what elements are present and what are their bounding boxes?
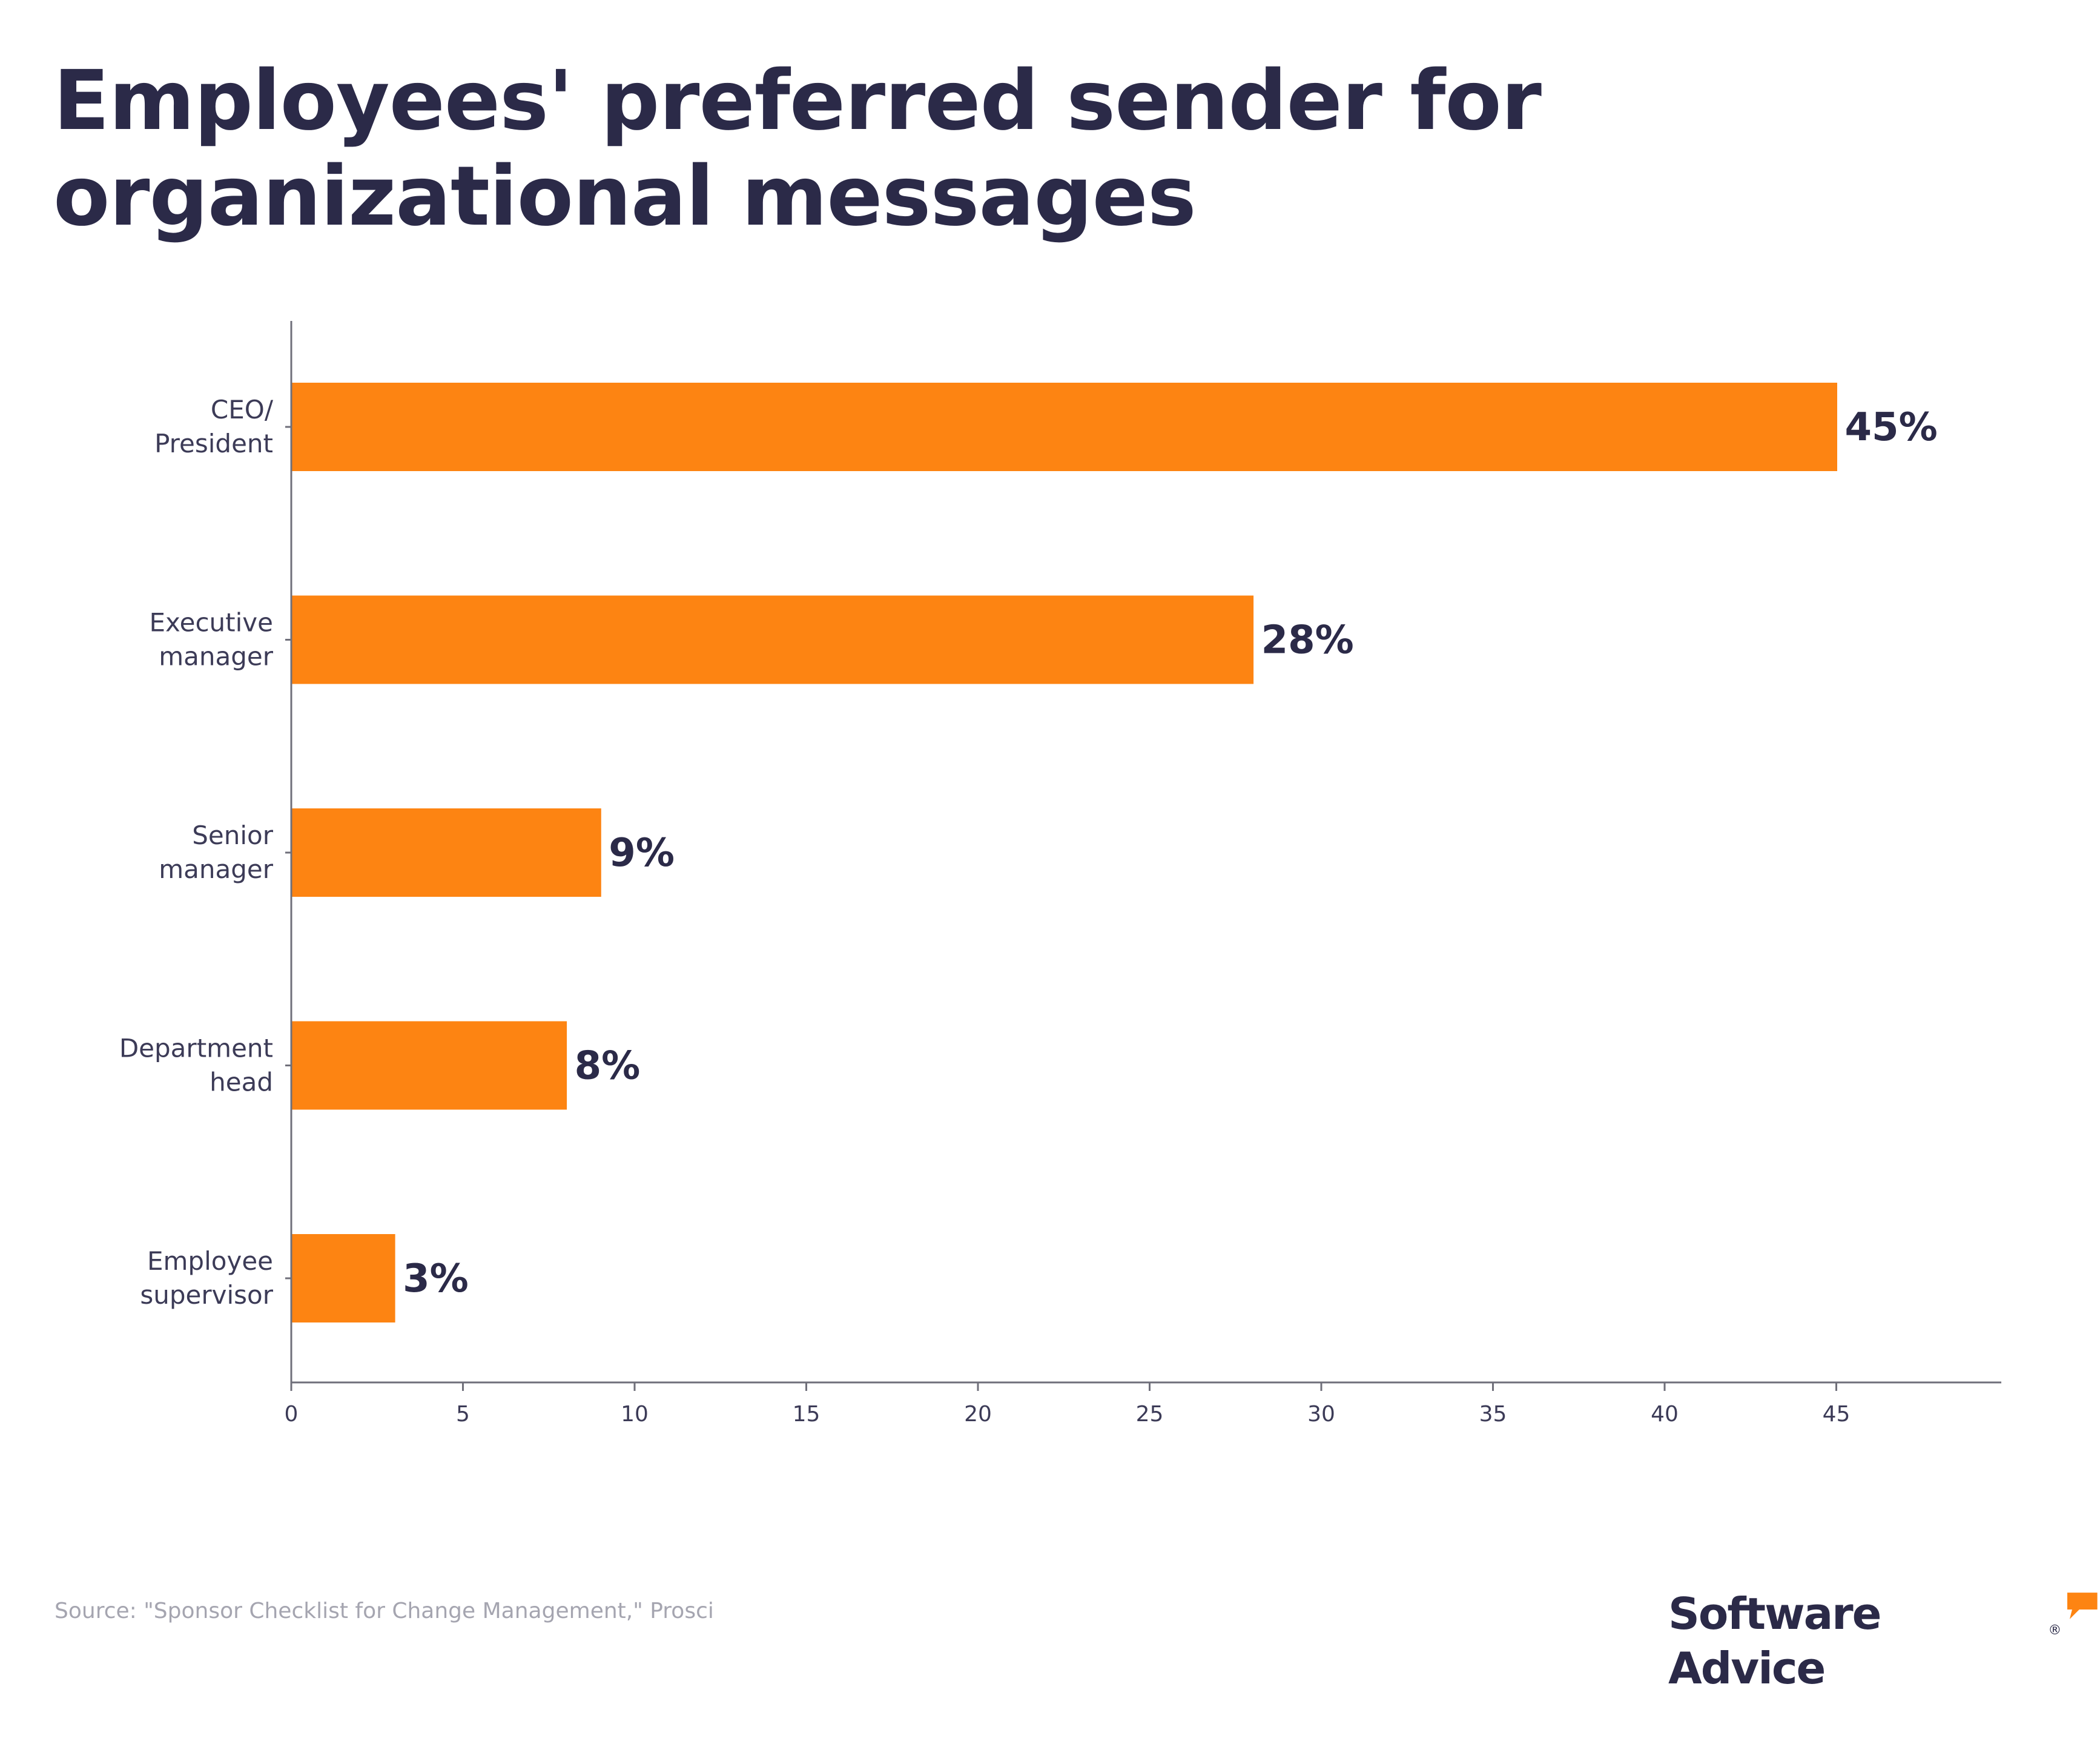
category-label: Department head	[119, 1034, 273, 1097]
x-tick-label: 10	[621, 1402, 649, 1427]
logo-registered-mark: ®	[2048, 1623, 2062, 1638]
x-tick-label: 15	[793, 1402, 821, 1427]
x-tick-label: 45	[1823, 1402, 1851, 1427]
logo-text: Software Advice	[1668, 1588, 1882, 1694]
bars-layer	[292, 383, 1837, 1322]
axes-layer	[285, 321, 2001, 1391]
data-label: 28%	[1261, 618, 1354, 663]
data-label: 8%	[575, 1044, 641, 1089]
bar-chart: 0 5 10 15 20 25 30 35 40 45 CEO/President 45% Execut…	[119, 321, 2001, 1427]
bar	[292, 808, 601, 897]
x-tick-label: 20	[964, 1402, 992, 1427]
category-label: Employee supervisor	[140, 1246, 273, 1310]
bar	[292, 1021, 567, 1110]
data-label: 9%	[609, 831, 675, 876]
x-tick-label: 35	[1479, 1402, 1507, 1427]
data-label: 3%	[403, 1256, 469, 1301]
x-tick-label: 30	[1307, 1402, 1335, 1427]
bar	[292, 1234, 395, 1322]
category-label: Senior manager	[159, 821, 274, 884]
x-tick-label: 5	[456, 1402, 470, 1427]
data-label: 45%	[1845, 405, 1938, 450]
chart-title: Employees' preferred sender for organiza…	[53, 53, 1542, 245]
speech-bubble-icon	[2067, 1593, 2098, 1619]
source-note: Source: "Sponsor Checklist for Change Ma…	[54, 1599, 714, 1623]
category-label: CEO/President	[154, 395, 274, 458]
bar	[292, 383, 1837, 471]
x-tick-label: 0	[285, 1402, 299, 1427]
bar	[292, 595, 1254, 684]
labels-layer: 0 5 10 15 20 25 30 35 40 45 CEO/President 45% Execut…	[119, 395, 1938, 1427]
x-tick-label: 40	[1651, 1402, 1679, 1427]
category-label: Executive manager	[150, 608, 274, 672]
x-tick-label: 25	[1136, 1402, 1164, 1427]
software-advice-logo: Software Advice ®	[1668, 1587, 2100, 1696]
